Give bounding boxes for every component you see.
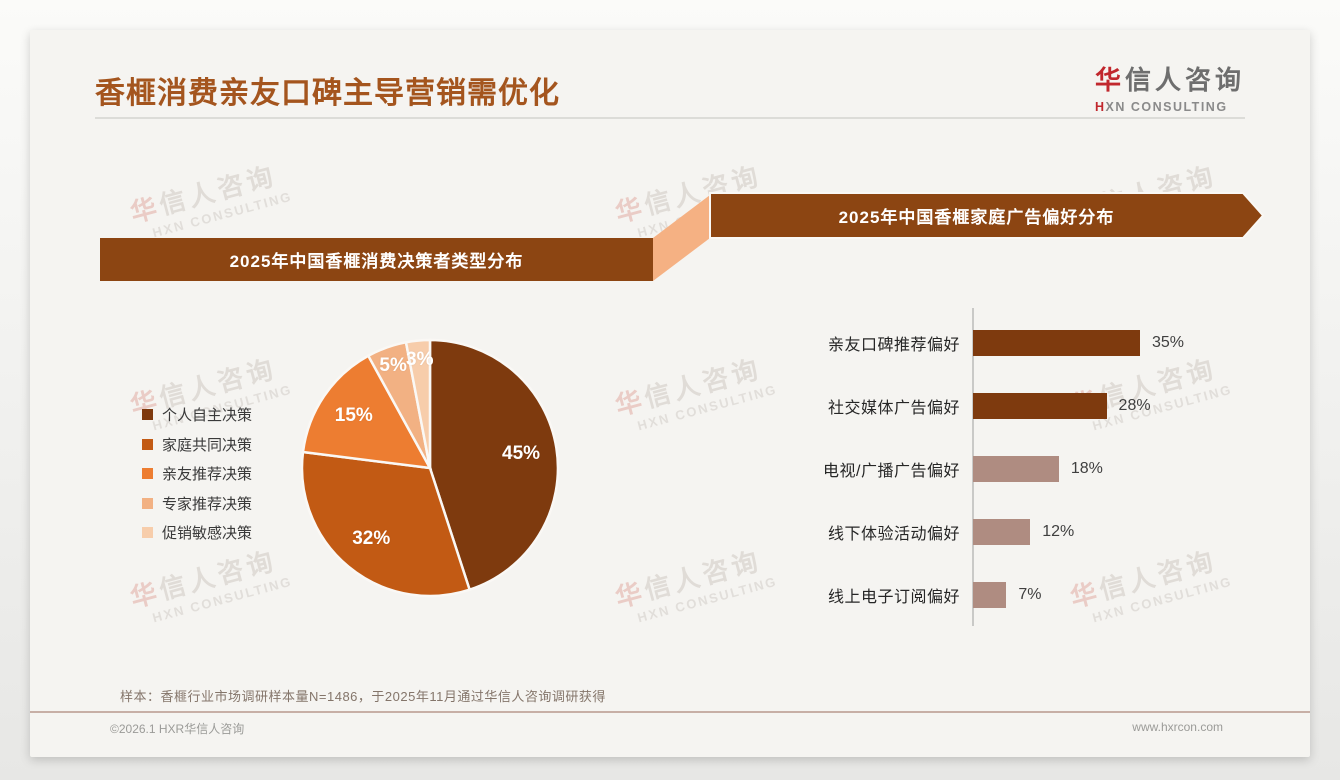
legend-marker	[142, 497, 153, 509]
page-title: 香榧消费亲友口碑主导营销需优化	[95, 77, 560, 110]
pie-slice-4	[404, 338, 432, 469]
bar-fill	[973, 582, 1007, 609]
bar-row: 社交媒体广告偏好 28%	[800, 374, 1270, 437]
legend-label: 促销敏感决策	[162, 525, 253, 543]
bar-fill	[973, 519, 1031, 546]
pie-data-label: 5%	[379, 354, 407, 376]
legend-item: 个人自主决策	[142, 400, 252, 430]
legend-label: 家庭共同决策	[162, 436, 253, 454]
banner-ribbons	[100, 192, 1265, 281]
bar-row: 线上电子订阅偏好 7%	[800, 564, 1270, 627]
legend-item: 家庭共同决策	[142, 430, 252, 460]
bar-chart-title: 2025年中国香榧家庭广告偏好分布	[838, 208, 1115, 227]
legend-label: 专家推荐决策	[162, 495, 253, 513]
bar-value-label: 18%	[1070, 459, 1103, 477]
pie-slice-0	[428, 338, 560, 592]
pie-data-label: 45%	[502, 442, 541, 464]
sample-footnote: 样本：香榧行业市场调研样本量N=1486，于2025年11月通过华信人咨询调研获…	[120, 689, 606, 704]
bar-fill	[973, 329, 1140, 356]
left-banner-shape	[100, 238, 653, 281]
bar-category-label: 电视/广播广告偏好	[823, 462, 960, 480]
bar-value-label: 12%	[1042, 523, 1075, 541]
pie-slice-1	[300, 450, 472, 598]
footer-divider	[30, 711, 1310, 713]
bar-value-label: 7%	[1018, 586, 1042, 604]
legend-item: 亲友推荐决策	[142, 459, 252, 489]
bar-value-label: 28%	[1118, 396, 1151, 414]
legend-label: 亲友推荐决策	[162, 466, 253, 484]
bar-category-label: 线上电子订阅偏好	[827, 589, 960, 607]
bar-value-label: 35%	[1151, 333, 1184, 351]
logo-zh-text: 华信人咨询	[1094, 65, 1245, 95]
pie-chart-svg	[300, 338, 560, 598]
legend-marker	[142, 438, 153, 450]
company-logo: 华信人咨询 HXN CONSULTING	[1095, 60, 1245, 114]
pie-slice-2	[301, 354, 433, 470]
bar-fill	[973, 392, 1107, 419]
pie-legend: 个人自主决策 家庭共同决策 亲友推荐决策 专家推荐决策 促销敏感决策	[142, 400, 252, 548]
header-divider	[95, 117, 1245, 119]
logo-en-text: HXN CONSULTING	[1094, 100, 1228, 114]
right-banner-shape	[709, 192, 1265, 239]
pie-chart: 45% 32% 15% 5% 3%	[280, 318, 580, 618]
legend-marker	[142, 527, 153, 539]
bar-category-label: 社交媒体广告偏好	[827, 399, 960, 417]
banner-connector	[653, 195, 710, 281]
bar-row: 线下体验活动偏好 12%	[800, 501, 1270, 564]
bar-category-label: 亲友口碑推荐偏好	[827, 336, 960, 354]
bar-row: 电视/广播广告偏好 18%	[800, 437, 1270, 500]
bar-category-label: 线下体验活动偏好	[827, 526, 960, 544]
pie-data-label: 3%	[406, 348, 434, 370]
legend-item: 专家推荐决策	[142, 489, 252, 519]
bar-chart-rows: 亲友口碑推荐偏好 35% 社交媒体广告偏好 28% 电视/广播广告偏好 18% 线下体验活动…	[800, 311, 1270, 627]
pie-data-label: 15%	[334, 405, 373, 427]
legend-label: 个人自主决策	[162, 407, 253, 425]
bar-row: 亲友口碑推荐偏好 35%	[800, 311, 1270, 374]
legend-marker	[142, 409, 153, 421]
legend-marker	[142, 468, 153, 480]
pie-chart-title: 2025年中国香榧消费决策者类型分布	[229, 252, 524, 271]
footer-copyright: ©2026.1 HXR华信人咨询	[110, 722, 245, 736]
bar-fill	[973, 455, 1059, 482]
legend-item: 促销敏感决策	[142, 518, 252, 548]
footer-website: www.hxrcon.com	[1132, 720, 1223, 734]
pie-data-label: 32%	[352, 528, 391, 549]
